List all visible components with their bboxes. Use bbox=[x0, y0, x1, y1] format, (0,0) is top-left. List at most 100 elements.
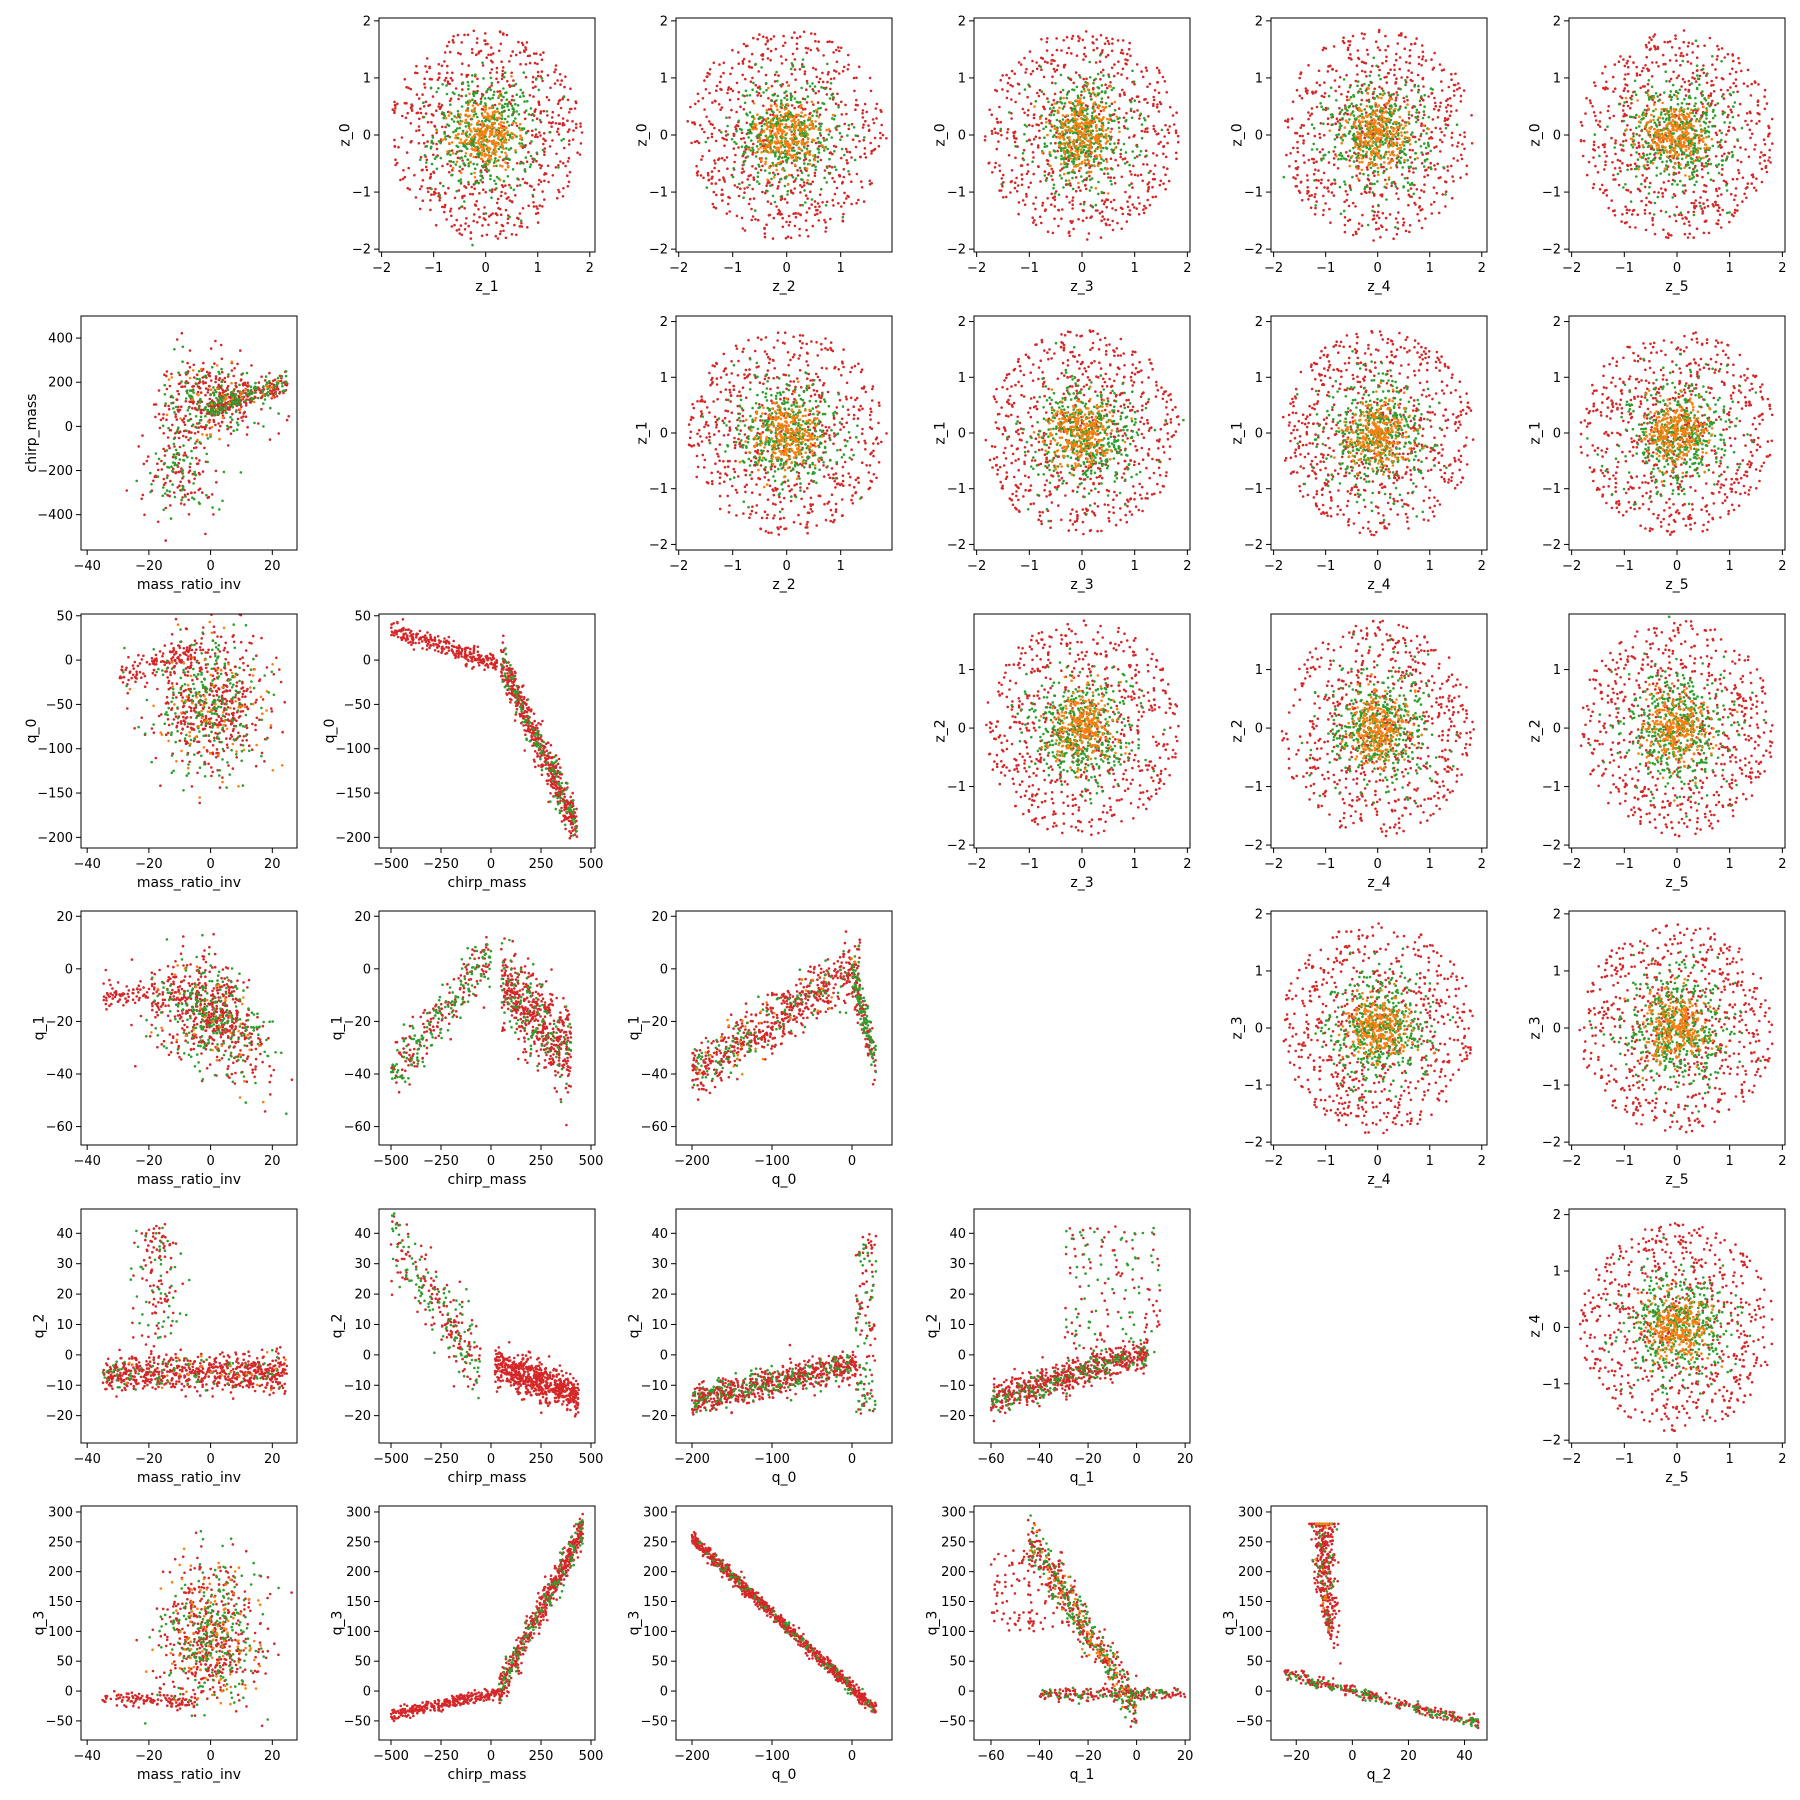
scatter-point bbox=[478, 192, 481, 195]
scatter-point bbox=[1380, 194, 1384, 198]
scatter-point bbox=[825, 166, 829, 170]
scatter-point bbox=[1389, 68, 1392, 71]
scatter-point bbox=[1365, 48, 1369, 52]
scatter-point bbox=[804, 46, 808, 50]
scatter-point bbox=[492, 90, 496, 94]
scatter-point bbox=[1106, 53, 1110, 57]
scatter-point bbox=[510, 104, 514, 108]
scatter-point bbox=[1072, 81, 1075, 85]
scatter-point bbox=[1396, 134, 1400, 137]
scatter-point bbox=[1056, 135, 1060, 139]
scatter-point bbox=[470, 48, 474, 51]
scatter-point bbox=[496, 237, 500, 240]
scatter-point bbox=[475, 41, 479, 45]
scatter-point bbox=[1365, 166, 1369, 169]
scatter-point bbox=[437, 140, 441, 143]
scatter-point bbox=[1077, 186, 1080, 189]
scatter-point bbox=[1111, 219, 1114, 223]
scatter-point bbox=[1406, 158, 1409, 162]
scatter-point bbox=[775, 149, 778, 152]
scatter-point bbox=[801, 97, 805, 100]
scatter-point bbox=[1290, 117, 1294, 120]
scatter-point bbox=[737, 62, 740, 65]
scatter-point bbox=[732, 133, 736, 136]
scatter-point bbox=[1031, 69, 1035, 73]
scatter-point bbox=[448, 160, 451, 163]
scatter-point bbox=[414, 71, 417, 75]
scatter-point bbox=[495, 221, 498, 224]
scatter-point bbox=[812, 103, 815, 106]
scatter-point bbox=[800, 171, 804, 175]
scatter-point bbox=[1342, 209, 1346, 213]
scatter-point bbox=[455, 218, 459, 222]
scatter-point bbox=[789, 92, 793, 95]
scatter-point bbox=[509, 54, 513, 58]
scatter-point bbox=[1030, 142, 1033, 146]
scatter-point bbox=[1346, 46, 1350, 50]
scatter-point bbox=[868, 182, 872, 186]
scatter-point bbox=[1108, 223, 1111, 227]
scatter-point bbox=[1116, 39, 1120, 42]
scatter-point bbox=[430, 120, 433, 124]
scatter-point bbox=[1409, 133, 1413, 136]
scatter-point bbox=[500, 60, 503, 63]
scatter-point bbox=[781, 103, 784, 107]
scatter-point bbox=[494, 150, 497, 154]
scatter-point bbox=[1143, 204, 1146, 208]
scatter-point bbox=[1399, 105, 1402, 108]
scatter-point bbox=[1023, 203, 1027, 206]
scatter-point bbox=[393, 100, 396, 104]
scatter-point bbox=[1097, 112, 1101, 116]
scatter-point bbox=[493, 103, 497, 107]
scatter-point bbox=[1157, 91, 1161, 95]
scatter-point bbox=[1162, 182, 1165, 185]
scatter-point bbox=[531, 160, 535, 164]
scatter-point bbox=[522, 144, 525, 147]
scatter-point bbox=[421, 93, 424, 96]
scatter-point bbox=[737, 119, 741, 123]
scatter-point bbox=[1084, 121, 1087, 124]
scatter-point bbox=[1105, 36, 1108, 40]
scatter-point bbox=[803, 72, 807, 76]
scatter-point bbox=[1409, 187, 1413, 190]
scatter-point bbox=[1440, 80, 1443, 83]
scatter-point bbox=[1382, 171, 1385, 175]
scatter-point bbox=[472, 115, 475, 118]
scatter-point bbox=[1144, 206, 1148, 210]
scatter-point bbox=[486, 115, 490, 119]
scatter-point bbox=[843, 153, 846, 157]
scatter-point bbox=[789, 236, 793, 240]
scatter-point bbox=[1023, 123, 1027, 127]
scatter-point bbox=[1323, 92, 1327, 95]
scatter-point bbox=[1415, 116, 1418, 120]
scatter-point bbox=[690, 141, 693, 145]
y-tick-label: 1 bbox=[660, 71, 668, 86]
scatter-point bbox=[443, 79, 447, 82]
scatter-point bbox=[498, 164, 502, 167]
scatter-point bbox=[452, 160, 455, 164]
y-tick-label: 0 bbox=[958, 129, 966, 144]
scatter-point bbox=[1083, 134, 1086, 137]
scatter-point bbox=[481, 224, 484, 227]
scatter-point bbox=[803, 189, 806, 192]
scatter-point bbox=[803, 162, 806, 165]
scatter-point bbox=[793, 68, 797, 71]
scatter-point bbox=[495, 77, 498, 81]
scatter-point bbox=[726, 202, 730, 206]
scatter-point bbox=[695, 139, 699, 143]
scatter-point bbox=[1050, 203, 1053, 206]
scatter-point bbox=[1381, 140, 1384, 144]
scatter-point bbox=[826, 80, 829, 84]
scatter-point bbox=[1373, 155, 1376, 159]
scatter-point bbox=[511, 168, 515, 171]
scatter-point bbox=[475, 200, 479, 203]
scatter-point bbox=[472, 162, 476, 166]
scatter-point bbox=[1039, 56, 1043, 60]
scatter-point bbox=[811, 82, 814, 85]
scatter-point bbox=[479, 100, 483, 103]
scatter-point bbox=[1404, 80, 1408, 84]
scatter-point bbox=[409, 141, 413, 144]
scatter-point bbox=[1036, 146, 1040, 149]
scatter-point bbox=[521, 43, 525, 47]
scatter-point bbox=[1424, 169, 1427, 172]
